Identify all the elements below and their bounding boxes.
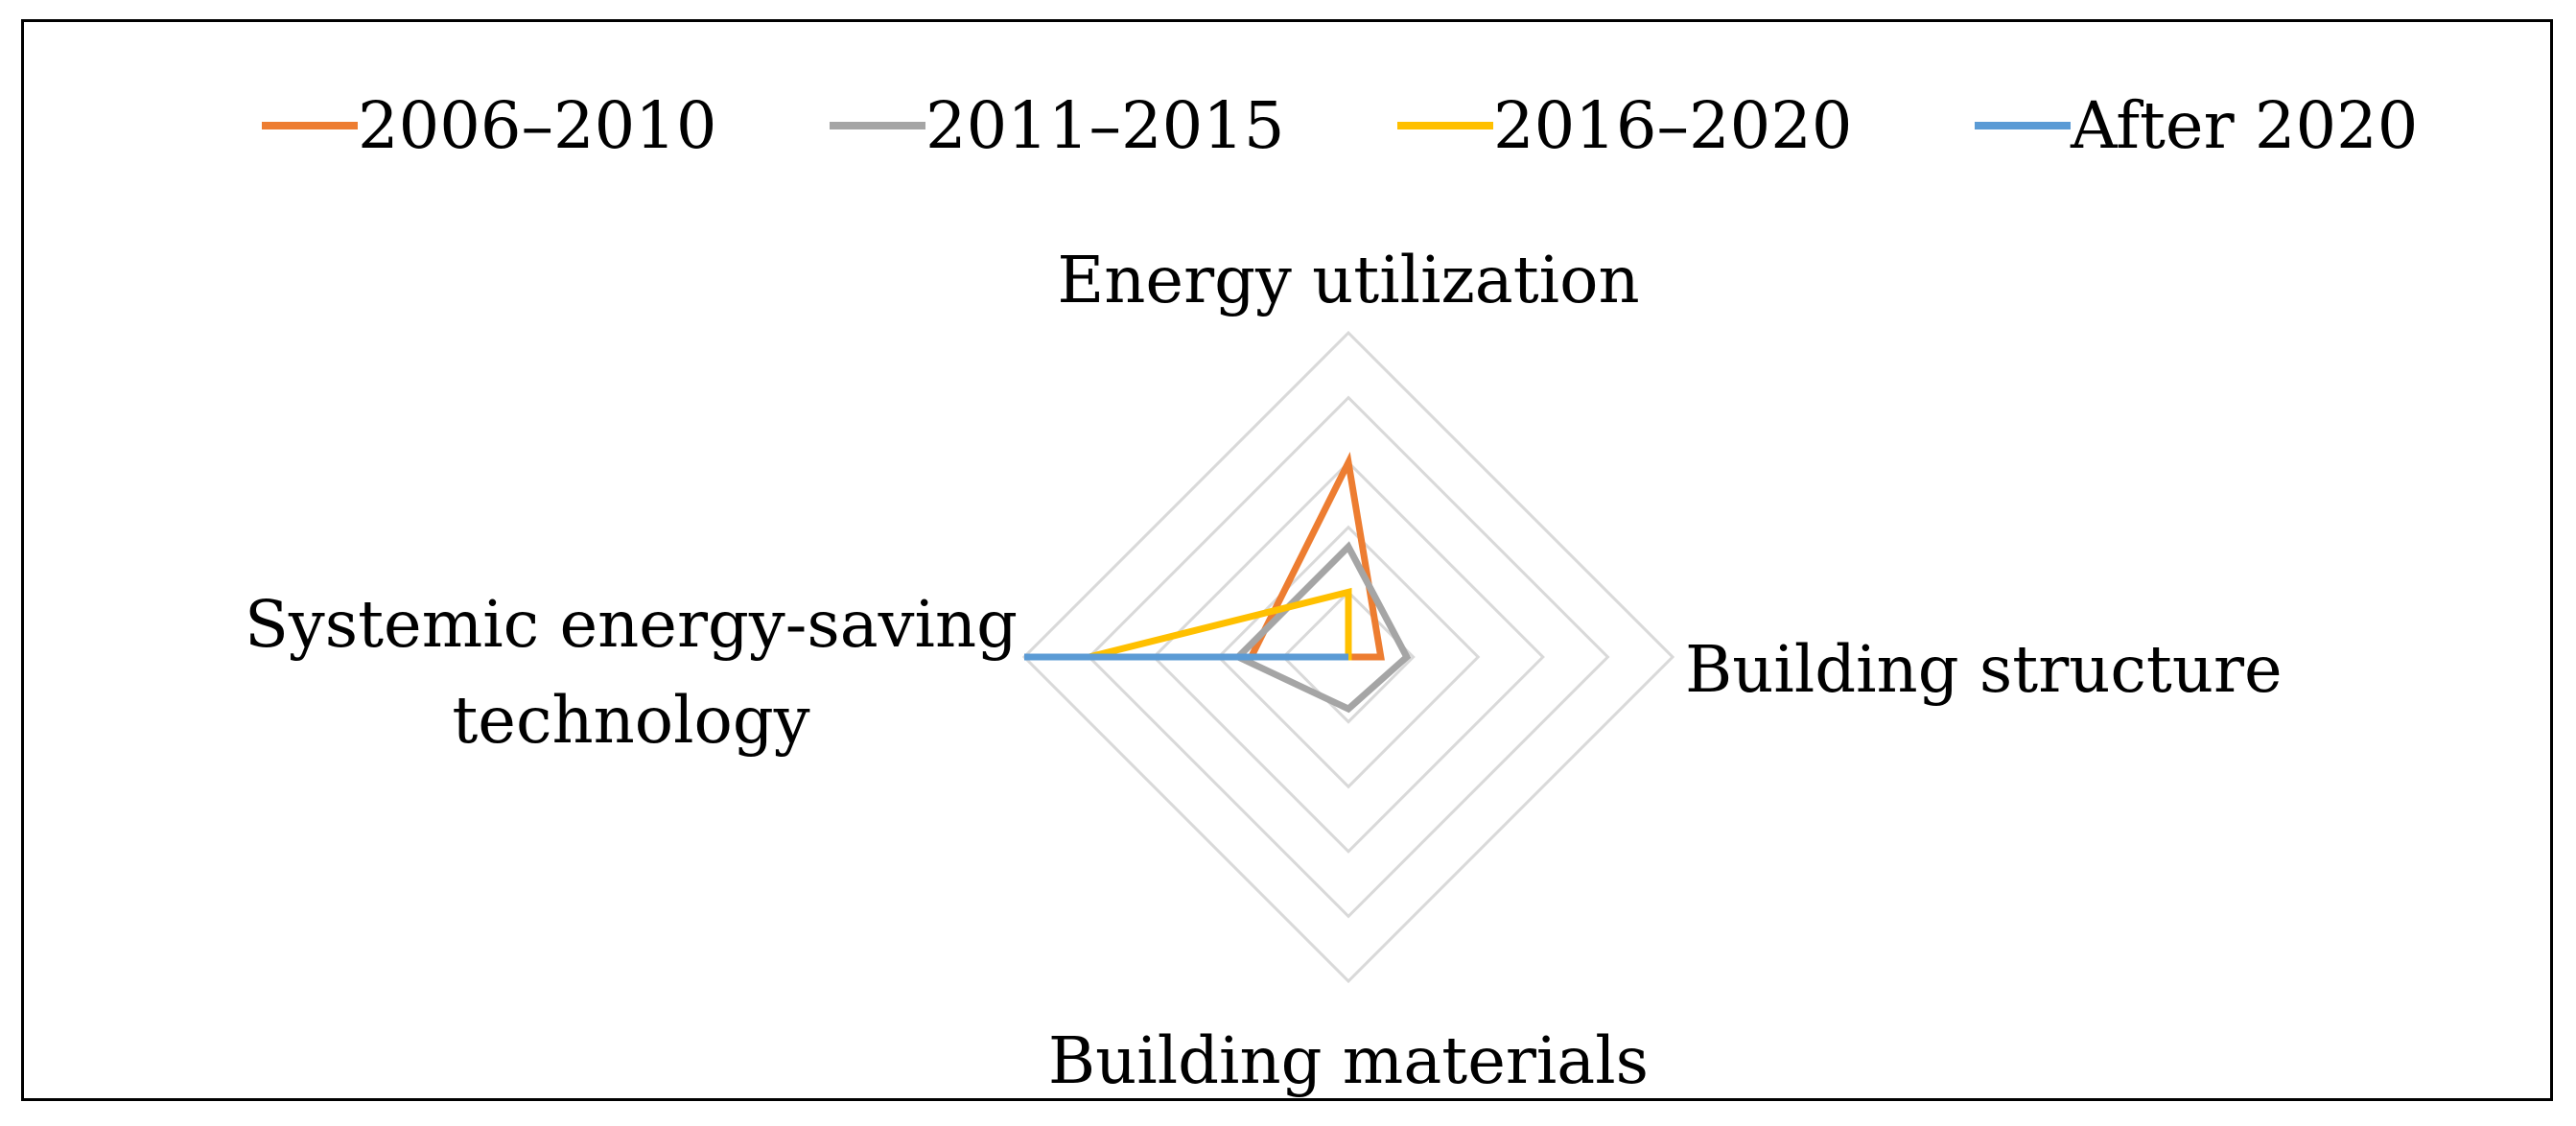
series-line-1 <box>1232 541 1412 714</box>
grid-ring-4 <box>1087 395 1610 919</box>
legend-label: 2016–2020 <box>1493 88 1853 163</box>
chart-frame: Energy utilization Building structure Buil… <box>21 19 2553 1101</box>
axis-label-line: technology <box>452 683 809 758</box>
axis-label-line: Systemic energy-saving <box>245 587 1018 662</box>
legend-item-0: 2006–2010 <box>262 88 717 163</box>
radar-series <box>1024 452 1412 714</box>
legend-item-2: 2016–2020 <box>1397 88 1853 163</box>
legend-item-3: After 2020 <box>1975 88 2418 163</box>
legend-label: After 2020 <box>2070 88 2418 163</box>
legend-label: 2011–2015 <box>925 88 1285 163</box>
series-line-2 <box>1088 587 1352 661</box>
axis-label-2: Building materials <box>1048 1023 1649 1098</box>
axis-label-line: Energy utilization <box>1057 243 1639 317</box>
axis-label-line: Building materials <box>1048 1023 1649 1098</box>
axis-label-line: Building structure <box>1685 632 2283 707</box>
axis-label-0: Energy utilization <box>1057 243 1639 317</box>
radar-grid <box>1021 330 1675 984</box>
axis-label-1: Building structure <box>1685 632 2283 707</box>
legend-label: 2006–2010 <box>358 88 717 163</box>
legend: 2006–2010 2011–2015 2016–2020 After 2020 <box>262 88 2418 163</box>
axis-labels: Energy utilization Building structure Buil… <box>245 243 2283 1098</box>
axis-label-3: Systemic energy-saving technology <box>245 587 1018 758</box>
radar-chart: Energy utilization Building structure Buil… <box>245 88 2418 1098</box>
grid-ring-3 <box>1152 460 1545 854</box>
legend-item-1: 2011–2015 <box>830 88 1285 163</box>
grid-ring-5 <box>1021 330 1675 984</box>
